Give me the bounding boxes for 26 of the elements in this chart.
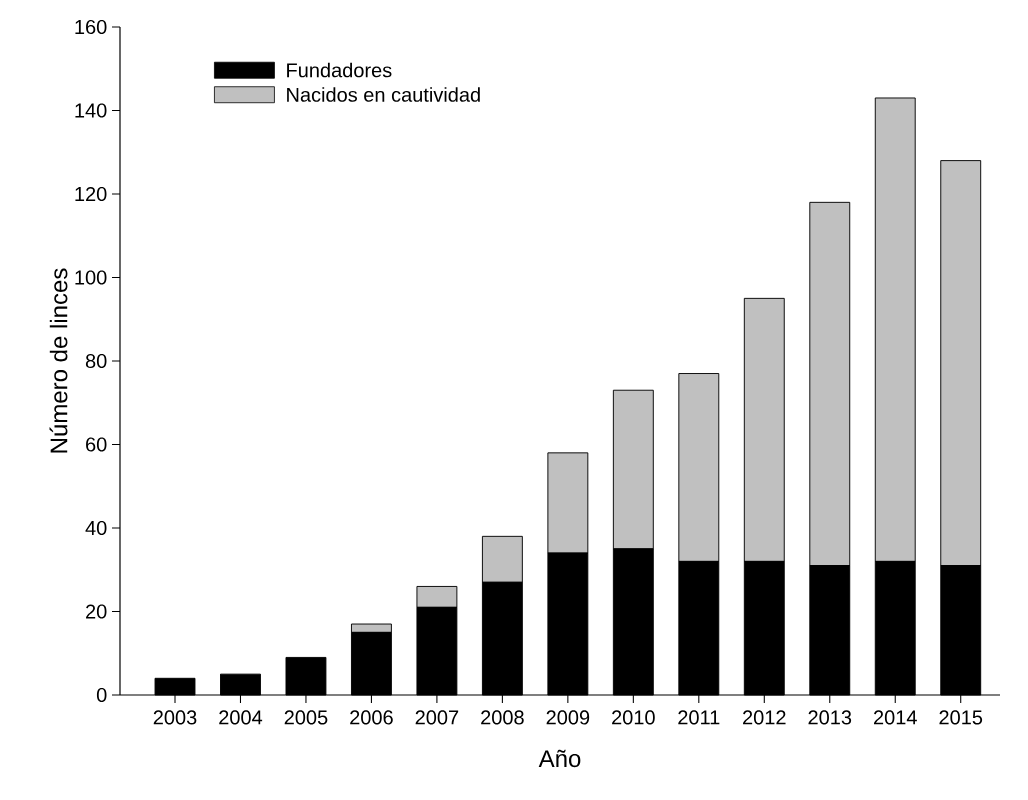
x-tick-label: 2015 [939,710,983,725]
y-axis-title: Número de linces [49,268,68,453]
y-tick-label: 120 [75,186,107,202]
y-tick-label: 0 [96,687,107,703]
x-tick-label: 2013 [808,710,852,725]
y-tick-label: 160 [75,19,107,35]
x-tick-label: 2007 [415,710,459,725]
y-tick-label: 60 [86,437,107,452]
x-tick-label: 2004 [219,710,263,725]
x-tick-label: 2006 [350,710,393,725]
x-tick-label: 2005 [284,710,328,725]
y-tick-label: 40 [85,520,107,536]
legend-label: Nacidos en cautividad [287,87,480,102]
x-tick-label: 2012 [743,710,786,725]
x-tick-label: 2011 [678,710,720,725]
x-tick-label: 2009 [546,710,590,725]
x-tick-label: 2010 [612,710,655,725]
y-tick-label: 140 [75,103,107,118]
y-tick-label: 20 [86,604,107,619]
y-tick-label: 80 [85,353,107,369]
y-tick-label: 100 [75,270,107,285]
x-tick-label: 2003 [153,710,197,725]
legend-label: Fundadores [287,62,392,78]
x-axis-title: Año [538,749,581,768]
x-tick-label: 2014 [874,710,917,725]
x-tick-label: 2008 [481,710,524,725]
